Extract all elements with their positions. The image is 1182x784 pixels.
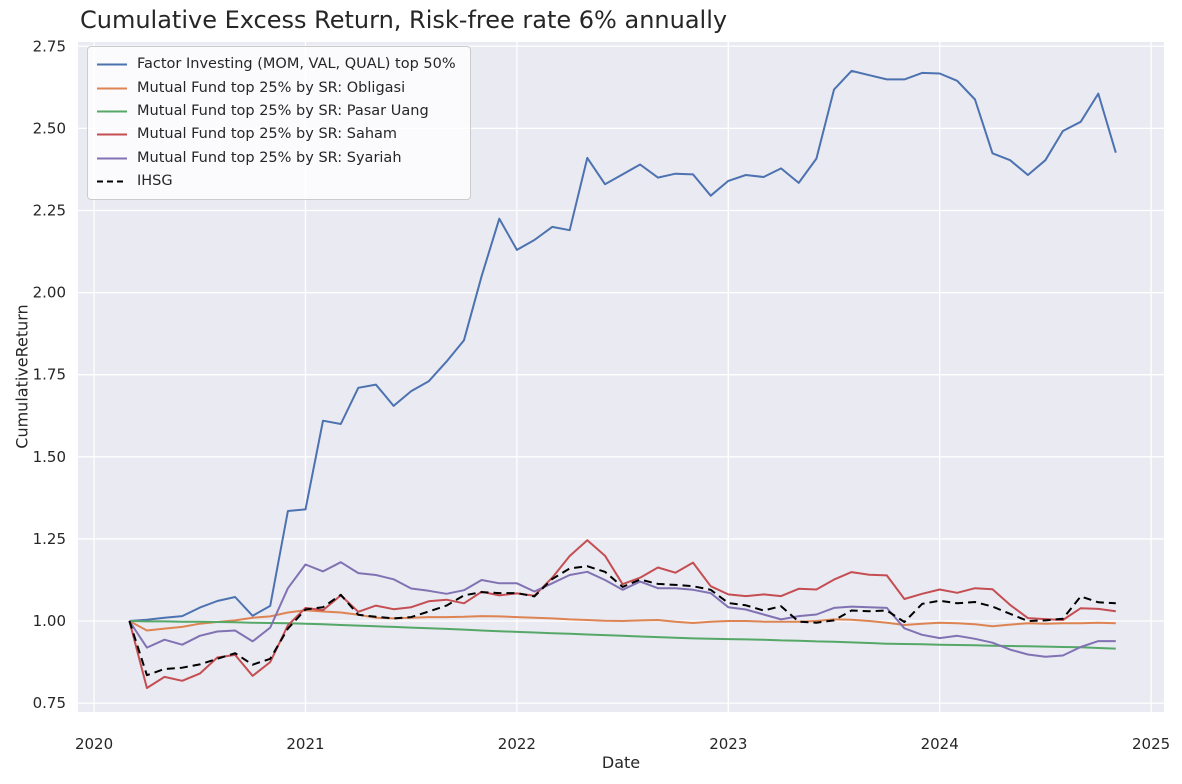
y-axis-label: CumulativeReturn [12, 304, 32, 449]
series-line-4 [128, 561, 1116, 658]
legend-item-5: IHSG [97, 170, 456, 193]
legend-item-3: Mutual Fund top 25% by SR: Saham [97, 123, 456, 146]
legend-item-4: Mutual Fund top 25% by SR: Syariah [97, 147, 456, 170]
series-line-5 [128, 565, 1116, 677]
legend-label: Mutual Fund top 25% by SR: Pasar Uang [137, 102, 429, 119]
y-tick-label: 1.00 [33, 612, 66, 630]
y-tick-label: 1.25 [33, 530, 66, 548]
chart-title: Cumulative Excess Return, Risk-free rate… [80, 6, 728, 34]
legend-label: Mutual Fund top 25% by SR: Saham [137, 126, 398, 143]
x-tick-label: 2021 [286, 735, 324, 753]
x-tick-label: 2023 [709, 735, 747, 753]
legend-item-2: Mutual Fund top 25% by SR: Pasar Uang [97, 100, 456, 123]
legend-label: Factor Investing (MOM, VAL, QUAL) top 50… [137, 56, 456, 73]
legend-label: Mutual Fund top 25% by SR: Obligasi [137, 79, 406, 96]
legend-line-sample [97, 87, 127, 90]
legend-line-sample [97, 63, 127, 66]
legend: Factor Investing (MOM, VAL, QUAL) top 50… [87, 46, 471, 201]
x-tick-label: 2025 [1132, 735, 1170, 753]
legend-label: Mutual Fund top 25% by SR: Syariah [137, 149, 402, 166]
legend-item-1: Mutual Fund top 25% by SR: Obligasi [97, 76, 456, 99]
series-line-3 [128, 539, 1116, 689]
y-tick-label: 2.25 [33, 201, 66, 219]
legend-item-0: Factor Investing (MOM, VAL, QUAL) top 50… [97, 53, 456, 76]
x-tick-label: 2020 [75, 735, 113, 753]
x-axis-label: Date [601, 753, 641, 772]
legend-line-sample [97, 133, 127, 136]
y-tick-label: 2.50 [33, 119, 66, 137]
series-line-0 [129, 69, 1117, 622]
legend-line-sample [97, 157, 127, 160]
series-line-2 [129, 620, 1116, 650]
y-tick-label: 0.75 [33, 694, 66, 712]
y-tick-label: 2.00 [33, 284, 66, 302]
y-tick-label: 1.50 [33, 448, 66, 466]
legend-line-sample [97, 180, 127, 183]
legend-label: IHSG [137, 173, 173, 190]
series-line-1 [128, 609, 1116, 632]
legend-line-sample [97, 110, 127, 113]
x-tick-label: 2022 [498, 735, 536, 753]
y-tick-label: 2.75 [33, 37, 66, 55]
y-tick-label: 1.75 [33, 366, 66, 384]
x-tick-label: 2024 [921, 735, 959, 753]
